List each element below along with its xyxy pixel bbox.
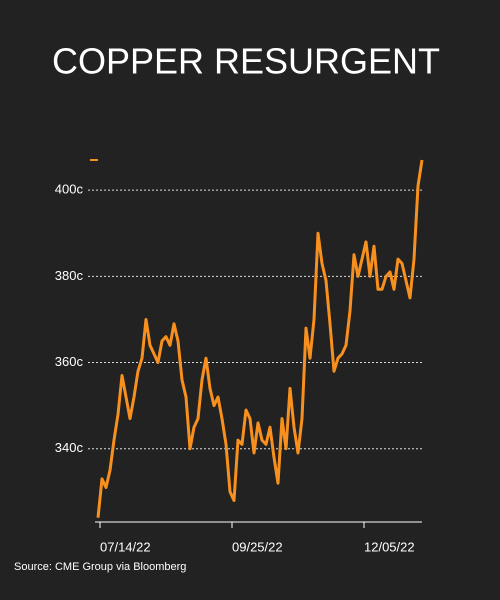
source: Source: CME Group via Bloomberg [14,561,186,573]
x-tick-label: 12/05/22 [364,539,415,554]
y-tick-label: 400c [55,182,84,197]
chart-title: COPPER RESURGENT [52,41,440,82]
y-tick-label: 380c [55,268,84,283]
price-line [96,159,424,518]
x-tick-label: 07/14/22 [100,539,151,554]
y-tick-label: 340c [55,440,84,455]
y-tick-label: 360c [55,354,84,369]
x-tick-label: 09/25/22 [232,539,283,554]
